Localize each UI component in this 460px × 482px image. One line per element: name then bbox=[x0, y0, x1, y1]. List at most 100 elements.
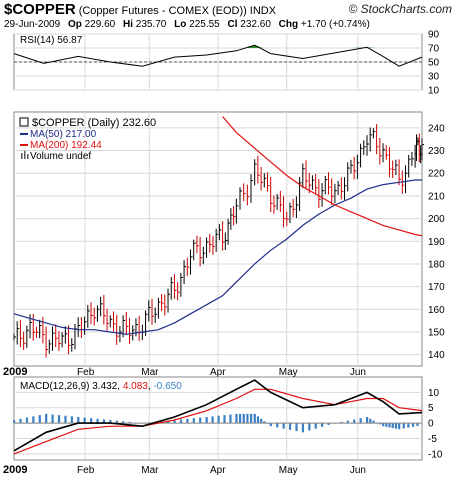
macd-histogram-bar bbox=[359, 418, 362, 424]
macd-histogram-bar bbox=[411, 423, 415, 427]
price-y-tick: 160 bbox=[428, 305, 445, 316]
close-value: 232.60 bbox=[240, 19, 271, 30]
macd-histogram-bar bbox=[211, 416, 214, 424]
legend-swatch-volume bbox=[21, 151, 29, 159]
macd-signal-line bbox=[13, 388, 423, 455]
macd-histogram-bar bbox=[32, 416, 35, 424]
macd-histogram-bar bbox=[372, 420, 375, 424]
macd-histogram-bar bbox=[57, 415, 61, 424]
grid-lines bbox=[14, 33, 422, 460]
x-tick-label-price: 2009 bbox=[3, 366, 27, 378]
high-value: 235.70 bbox=[135, 19, 167, 30]
open-label: Op bbox=[67, 19, 82, 30]
macd-histogram-bar bbox=[407, 423, 410, 428]
macd-histogram-bar bbox=[378, 423, 382, 425]
macd-histogram-bar bbox=[217, 415, 220, 424]
macd-histogram-bar bbox=[109, 420, 112, 424]
x-tick-label-macd: 2009 bbox=[3, 464, 27, 476]
macd-histogram-bar bbox=[242, 413, 245, 424]
price-y-tick: 200 bbox=[428, 214, 445, 225]
x-tick-label-price: May bbox=[279, 367, 298, 378]
low-label: Lo bbox=[174, 19, 187, 30]
price-y-tick: 210 bbox=[428, 191, 445, 202]
macd-histogram-bar bbox=[51, 414, 54, 424]
x-tick-label-macd: Mar bbox=[141, 465, 159, 476]
macd-histogram-bar bbox=[295, 423, 298, 432]
macd-histogram-bar bbox=[260, 418, 263, 424]
brand-watermark: © StockCharts.com bbox=[348, 2, 452, 16]
legend-price: $COPPER (Daily) 232.60 bbox=[32, 117, 156, 129]
macd-histogram-bar bbox=[64, 415, 67, 424]
legend-swatch-price bbox=[19, 117, 29, 127]
macd-histogram-bar bbox=[179, 419, 183, 424]
macd-histogram-bar bbox=[223, 415, 226, 424]
high-label: Hi bbox=[122, 19, 133, 30]
macd-line bbox=[13, 379, 423, 452]
rsi-y-tick: 30 bbox=[428, 72, 440, 83]
rsi-y-tick: 90 bbox=[428, 30, 440, 41]
macd-y-tick: 0 bbox=[428, 419, 434, 430]
chart-marks bbox=[13, 44, 424, 455]
macd-histogram-bar bbox=[83, 417, 86, 424]
brand-text: © StockCharts.com bbox=[348, 2, 452, 16]
macd-histogram-bar bbox=[186, 418, 189, 424]
low-value: 225.55 bbox=[189, 19, 220, 30]
macd-y-tick: -10 bbox=[428, 449, 443, 460]
ma200-line bbox=[222, 116, 423, 237]
macd-histogram-bar bbox=[246, 413, 249, 424]
close-label: Cl bbox=[227, 19, 238, 30]
change-label: Chg bbox=[278, 19, 299, 30]
macd-hist-value: -0.650 bbox=[153, 381, 182, 392]
macd-histogram-bar bbox=[276, 423, 279, 428]
symbol-description: (Copper Futures - COMEX (EOD)) bbox=[78, 5, 247, 17]
chart-title-line: $COPPER (Copper Futures - COMEX (EOD)) IND… bbox=[4, 1, 276, 19]
macd-histogram-bar bbox=[38, 415, 41, 424]
macd-histogram-bar bbox=[128, 421, 131, 424]
price-y-tick: 180 bbox=[428, 259, 445, 270]
rsi-y-tick: 10 bbox=[428, 86, 440, 97]
macd-histogram-bar bbox=[301, 423, 305, 433]
macd-histogram-bar bbox=[205, 416, 208, 424]
macd-histogram-bar bbox=[253, 413, 256, 424]
x-tick-label-price: Apr bbox=[210, 367, 226, 378]
price-legend: $COPPER (Daily) 232.60 MA(50) 217.00 MA(… bbox=[19, 117, 156, 162]
macd-histogram-bar bbox=[90, 418, 93, 424]
price-y-tick: 230 bbox=[428, 146, 445, 157]
quote-line: 29-Jun-2009 Op 229.60 Hi 235.70 Lo 225.5… bbox=[4, 19, 370, 30]
macd-histogram-bar bbox=[192, 418, 195, 424]
macd-histogram-bar bbox=[382, 423, 385, 427]
macd-histogram-bar bbox=[288, 423, 292, 430]
macd-histogram-bar bbox=[369, 418, 372, 424]
macd-histogram-bar bbox=[398, 423, 401, 430]
exchange-label: INDX bbox=[249, 5, 277, 17]
legend-ma50: MA(50) 217.00 bbox=[30, 129, 97, 140]
macd-histogram-bar bbox=[256, 416, 260, 424]
macd-histogram-bar bbox=[263, 421, 266, 424]
macd-histogram-bar bbox=[239, 413, 242, 424]
macd-value: 3.432 bbox=[92, 381, 117, 392]
macd-histogram-bar bbox=[385, 423, 388, 427]
macd-histogram-bar bbox=[199, 417, 202, 424]
price-y-tick: 140 bbox=[428, 350, 445, 361]
macd-histogram-bar bbox=[346, 420, 349, 424]
macd-histogram-bar bbox=[327, 423, 330, 425]
macd-y-tick: 10 bbox=[428, 388, 440, 399]
x-tick-label-price: Jun bbox=[350, 367, 366, 378]
macd-histogram-bar bbox=[340, 421, 343, 424]
change-value: +1.70 (+0.74%) bbox=[300, 19, 370, 30]
macd-histogram-bar bbox=[394, 423, 398, 429]
price-y-tick: 150 bbox=[428, 327, 445, 338]
rsi-line bbox=[13, 44, 423, 67]
macd-histogram-bar bbox=[173, 420, 176, 424]
legend-ma200: MA(200) 192.44 bbox=[30, 140, 102, 151]
rsi-label: RSI(14) 56.87 bbox=[20, 35, 83, 46]
open-value: 229.60 bbox=[84, 19, 116, 30]
x-tick-label-macd: Apr bbox=[210, 465, 226, 476]
macd-histogram-bar bbox=[365, 416, 369, 424]
macd-histogram-bar bbox=[250, 413, 253, 424]
macd-histogram-bar bbox=[122, 421, 125, 424]
macd-histogram-bar bbox=[45, 413, 48, 424]
macd-histogram-bar bbox=[416, 423, 419, 426]
macd-histogram-bar bbox=[70, 416, 73, 424]
